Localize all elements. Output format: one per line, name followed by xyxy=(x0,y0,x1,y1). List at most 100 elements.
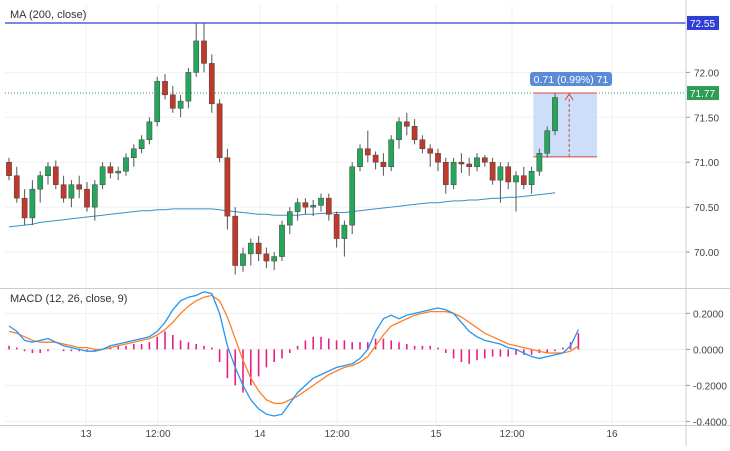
candle-down xyxy=(263,253,270,262)
macd-pane xyxy=(8,291,580,417)
price-tick-label: 72.00 xyxy=(694,68,719,79)
candle-down xyxy=(372,154,379,163)
measure-box xyxy=(533,93,597,157)
macd-tick-label: 0.0000 xyxy=(693,345,724,356)
candle-up xyxy=(341,224,348,239)
candle-up xyxy=(349,166,356,226)
candle-down xyxy=(21,197,28,219)
candle-up xyxy=(513,175,519,183)
candle-down xyxy=(333,214,340,239)
candle-up xyxy=(29,188,36,219)
candle-down xyxy=(13,175,20,199)
candle-up xyxy=(154,81,161,123)
candle-down xyxy=(435,152,441,163)
axis-labels: 72.00 71.50 71.00 70.50 70.00 0.2000 0.0000 -0.… xyxy=(80,15,727,440)
candle-up xyxy=(450,161,457,185)
candle-up xyxy=(552,97,558,132)
candle-up xyxy=(294,202,301,212)
price-tick-label: 71.50 xyxy=(694,113,719,124)
candle-down xyxy=(302,202,309,208)
candle-down xyxy=(84,188,90,208)
candle-down xyxy=(255,242,262,255)
candle-down xyxy=(364,148,371,156)
horizontal-line-price-badge-bg xyxy=(687,15,719,30)
candle-up xyxy=(318,197,324,206)
candle-down xyxy=(411,126,418,141)
candle-down xyxy=(107,166,114,174)
macd-tick-label: -0.4000 xyxy=(693,417,727,428)
candle-down xyxy=(458,161,465,165)
candle-up xyxy=(528,170,535,185)
candle-up xyxy=(177,100,184,109)
candle-up xyxy=(271,256,278,262)
candle-up xyxy=(240,253,246,266)
horizontal-line-price-badge: 72.55 xyxy=(690,19,715,30)
macd-tick-label: -0.2000 xyxy=(693,381,727,392)
x-tick-label: 13 xyxy=(80,429,92,440)
candle-up xyxy=(138,139,145,149)
candle-down xyxy=(403,121,410,127)
candle-up xyxy=(193,40,200,73)
candle-down xyxy=(208,63,215,105)
candle-down xyxy=(216,103,223,158)
candle-up xyxy=(536,152,543,172)
candle-up xyxy=(146,121,153,141)
candle-up xyxy=(396,121,402,141)
candle-down xyxy=(419,139,426,149)
x-tick-label: 15 xyxy=(430,429,442,440)
candle-down xyxy=(427,148,434,154)
candle-down xyxy=(76,184,83,190)
candle-up xyxy=(357,148,363,167)
candle-up xyxy=(45,166,51,176)
candle-down xyxy=(52,166,59,185)
price-tick-label: 70.50 xyxy=(694,203,719,214)
candle-down xyxy=(162,81,168,96)
candle-up xyxy=(286,211,293,226)
candle-up xyxy=(544,130,551,154)
candle-down xyxy=(224,157,231,217)
candle-down xyxy=(60,184,67,199)
x-tick-label: 14 xyxy=(254,429,266,440)
candle-down xyxy=(6,161,12,176)
candle-up xyxy=(115,170,122,174)
candle-up xyxy=(91,184,98,208)
last-price-badge: 71.77 xyxy=(690,89,715,100)
price-tick-label: 71.00 xyxy=(694,158,719,169)
candle-up xyxy=(68,184,75,199)
candle-down xyxy=(442,161,449,185)
x-tick-label: 12:00 xyxy=(145,429,170,440)
measure-arrow-head xyxy=(564,93,574,101)
candle-up xyxy=(130,148,137,158)
x-tick-label: 16 xyxy=(606,429,618,440)
candle-down xyxy=(380,161,387,167)
candle-down xyxy=(505,166,512,183)
candle-down xyxy=(232,215,239,266)
candle-up xyxy=(497,166,504,181)
x-tick-label: 12:00 xyxy=(499,429,524,440)
candle-down xyxy=(169,94,176,109)
candle-up xyxy=(37,175,44,190)
macd-line xyxy=(8,291,579,417)
price-pane: 0.71 (0.99%) 71 xyxy=(5,22,686,275)
macd-indicator-label: MACD (12, 26, close, 9) xyxy=(10,293,128,305)
price-tick-label: 70.00 xyxy=(694,248,719,259)
measure-label-bg xyxy=(530,72,612,87)
candle-down xyxy=(481,157,488,163)
macd-tick-label: 0.2000 xyxy=(693,309,724,320)
candle-up xyxy=(247,242,254,255)
price-indicator-label: MA (200, close) xyxy=(10,9,87,21)
measure-label: 0.71 (0.99%) 71 xyxy=(534,74,609,86)
candle-down xyxy=(201,40,207,64)
candle-up xyxy=(99,166,106,185)
candle-down xyxy=(325,197,332,215)
candle-up xyxy=(474,157,480,167)
candle-up xyxy=(310,205,317,208)
last-price-badge-bg xyxy=(687,86,719,101)
candle-down xyxy=(466,163,473,167)
candle-up xyxy=(185,72,192,102)
candle-up xyxy=(388,139,395,167)
candle-up xyxy=(123,157,129,172)
